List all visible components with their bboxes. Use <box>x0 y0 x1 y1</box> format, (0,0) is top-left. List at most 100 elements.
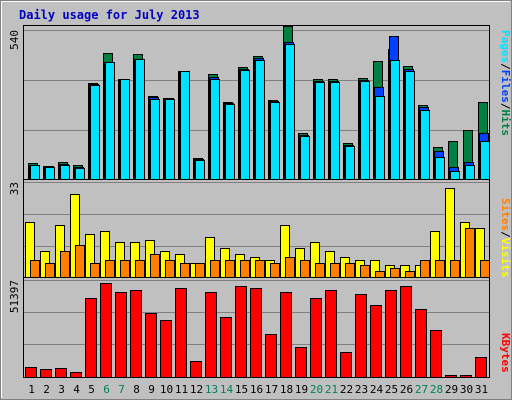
chart-title: Daily usage for July 2013 <box>19 8 200 22</box>
bar-pages-day-8 <box>135 59 145 180</box>
bar-sites-day-1 <box>30 260 40 278</box>
bar-sites-day-11 <box>180 263 190 278</box>
bar-pages-day-21 <box>330 82 340 180</box>
bar-kbytes-day-2 <box>40 369 52 378</box>
bar-pages-day-2 <box>45 167 55 180</box>
bar-kbytes-day-15 <box>235 286 247 378</box>
bar-kbytes-day-3 <box>55 368 67 378</box>
bar-sites-day-13 <box>210 260 220 278</box>
bar-sites-day-4 <box>75 245 85 278</box>
bar-kbytes-day-21 <box>325 290 337 378</box>
bar-pages-day-12 <box>195 160 205 180</box>
x-tick-label-20: 20 <box>310 383 323 396</box>
bar-marks <box>25 26 490 378</box>
bar-pages-day-30 <box>465 165 475 180</box>
bar-pages-day-27 <box>420 110 430 180</box>
legend-visits-sites: Sites/Visits <box>499 198 512 278</box>
bar-kbytes-day-17 <box>265 334 277 378</box>
bar-kbytes-day-6 <box>100 283 112 378</box>
bar-pages-day-3 <box>60 165 70 180</box>
legend-hits-label: Hits <box>499 110 512 137</box>
bar-sites-day-14 <box>225 260 235 278</box>
bar-sites-day-3 <box>60 251 70 278</box>
x-tick-label-7: 7 <box>118 383 125 396</box>
bar-sites-day-28 <box>435 260 445 278</box>
bar-pages-day-19 <box>300 136 310 180</box>
bar-pages-day-18 <box>285 44 295 180</box>
x-tick-label-23: 23 <box>355 383 368 396</box>
legend-separator-1: / <box>499 63 512 70</box>
bar-kbytes-day-13 <box>205 292 217 378</box>
bar-pages-day-22 <box>345 146 355 180</box>
bar-sites-day-22 <box>345 263 355 278</box>
legend-kbytes-label: KBytes <box>499 333 512 373</box>
x-tick-label-10: 10 <box>160 383 173 396</box>
x-tick-label-17: 17 <box>265 383 278 396</box>
bar-kbytes-day-8 <box>130 290 142 378</box>
x-tick-label-22: 22 <box>340 383 353 396</box>
bar-pages-day-13 <box>210 79 220 180</box>
x-tick-label-8: 8 <box>133 383 140 396</box>
panel3-max-label: 51397 <box>8 280 21 313</box>
bar-kbytes-day-14 <box>220 317 232 378</box>
bar-kbytes-day-7 <box>115 292 127 378</box>
bar-kbytes-day-22 <box>340 352 352 378</box>
bar-sites-day-17 <box>270 263 280 278</box>
legend-sites-label: Sites <box>499 198 512 231</box>
bar-sites-day-5 <box>90 263 100 278</box>
bar-kbytes-day-27 <box>415 309 427 378</box>
bar-sites-day-27 <box>420 260 430 278</box>
bar-kbytes-day-16 <box>250 288 262 378</box>
bar-sites-day-20 <box>315 263 325 278</box>
bar-sites-day-23 <box>360 265 370 278</box>
x-tick-label-19: 19 <box>295 383 308 396</box>
bar-sites-day-29 <box>450 260 460 278</box>
bar-pages-day-14 <box>225 104 235 180</box>
x-tick-label-14: 14 <box>220 383 234 396</box>
x-tick-label-28: 28 <box>430 383 443 396</box>
bar-kbytes-day-9 <box>145 313 157 378</box>
bar-kbytes-day-19 <box>295 347 307 378</box>
bar-kbytes-day-12 <box>190 361 202 378</box>
bar-pages-day-9 <box>150 99 160 180</box>
bar-kbytes-day-4 <box>70 372 82 378</box>
panel2-max-label: 33 <box>8 182 21 195</box>
bar-sites-day-26 <box>405 271 415 278</box>
bar-sites-day-15 <box>240 260 250 278</box>
bar-pages-day-5 <box>90 85 100 180</box>
bar-sites-day-10 <box>165 260 175 278</box>
legend-visits-label: Visits <box>499 238 512 278</box>
x-tick-label-25: 25 <box>385 383 398 396</box>
bar-sites-day-2 <box>45 263 55 278</box>
bar-sites-day-8 <box>135 260 145 278</box>
bar-sites-day-25 <box>390 268 400 278</box>
bar-sites-day-24 <box>375 271 385 278</box>
x-tick-label-15: 15 <box>235 383 248 396</box>
x-tick-label-24: 24 <box>370 383 384 396</box>
legend-hits-files-pages: Pages/Files/Hits <box>499 30 512 136</box>
x-tick-label-31: 31 <box>475 383 488 396</box>
bar-kbytes-day-20 <box>310 298 322 378</box>
legend-separator-3: / <box>499 231 512 238</box>
bar-kbytes-day-26 <box>400 286 412 378</box>
legend-pages-label: Pages <box>499 30 512 63</box>
x-tick-label-12: 12 <box>190 383 203 396</box>
x-tick-label-2: 2 <box>43 383 50 396</box>
x-tick-label-11: 11 <box>175 383 188 396</box>
panel1-max-label: 540 <box>8 30 21 50</box>
bar-kbytes-day-11 <box>175 288 187 378</box>
x-tick-label-26: 26 <box>400 383 413 396</box>
bar-pages-day-11 <box>180 71 190 180</box>
bar-kbytes-day-5 <box>85 298 97 378</box>
bar-pages-day-15 <box>240 70 250 180</box>
bar-pages-day-29 <box>450 171 460 180</box>
bar-kbytes-day-1 <box>25 367 37 378</box>
bar-sites-day-18 <box>285 257 295 278</box>
bar-pages-day-23 <box>360 81 370 180</box>
x-tick-label-13: 13 <box>205 383 218 396</box>
bar-kbytes-day-10 <box>160 320 172 378</box>
bar-pages-day-24 <box>375 96 385 180</box>
x-tick-label-3: 3 <box>58 383 65 396</box>
